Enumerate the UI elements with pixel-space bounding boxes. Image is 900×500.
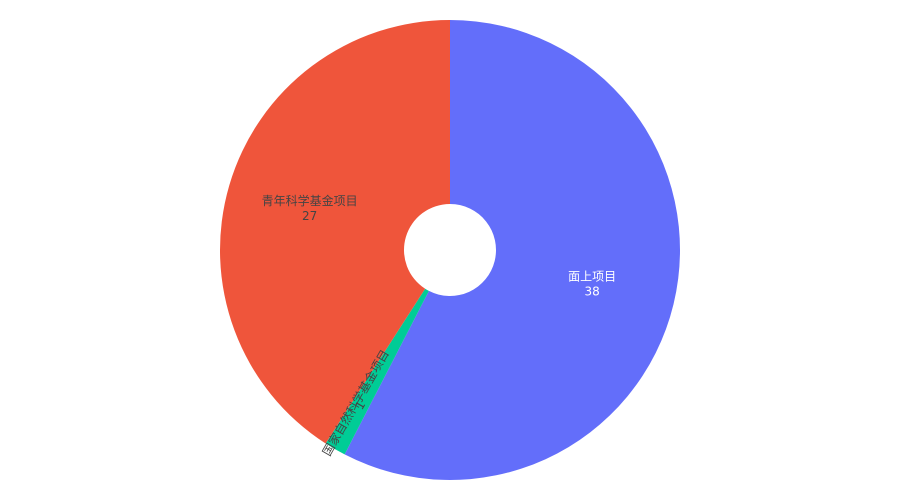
pie-slice-label-2: 青年科学基金项目 27: [262, 193, 358, 223]
pie-slice-2[interactable]: [220, 20, 450, 444]
pie-slice-label-value-0: 38: [585, 284, 600, 298]
pie-slice-label-value-2: 27: [302, 209, 317, 223]
pie-slice-label-0: 面上项目 38: [568, 269, 616, 298]
pie-slice-label-name-2: 青年科学基金项目: [262, 193, 358, 208]
pie-slice-1[interactable]: [325, 288, 429, 455]
pie-slices: [220, 20, 681, 481]
pie-slice-label-name-0: 面上项目: [568, 269, 616, 283]
pie-slice-0[interactable]: [344, 20, 681, 481]
